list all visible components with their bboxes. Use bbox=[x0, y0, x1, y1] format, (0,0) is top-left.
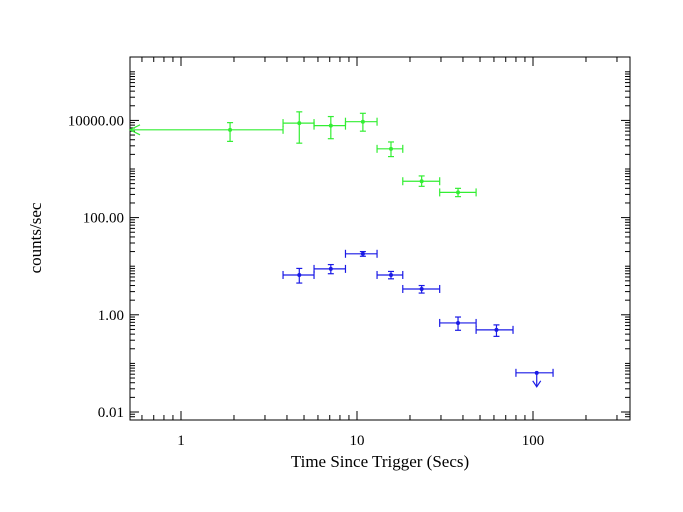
x-limit-arrow bbox=[128, 124, 141, 136]
y-tick-label: 1.00 bbox=[98, 308, 124, 324]
y-tick-label: 100.00 bbox=[83, 211, 124, 227]
y-tick-label: 0.01 bbox=[98, 405, 124, 421]
upper-limit-arrow bbox=[532, 380, 542, 388]
data-point bbox=[297, 272, 302, 277]
data-point bbox=[534, 370, 539, 375]
series-0 bbox=[128, 111, 477, 198]
y-axis-title: counts/sec bbox=[26, 202, 45, 273]
data-point bbox=[228, 127, 233, 132]
series-1 bbox=[282, 249, 554, 388]
x-axis-ticks: 1 10 100 bbox=[141, 57, 618, 449]
data-point bbox=[456, 320, 461, 325]
x-axis-title: Time Since Trigger (Secs) bbox=[291, 452, 469, 471]
y-tick-label: 10000.00 bbox=[68, 113, 124, 129]
y-axis-ticks: 0.01 1.00 100.00 10000.00 bbox=[68, 71, 630, 421]
data-point bbox=[419, 179, 424, 184]
data-point bbox=[360, 251, 365, 256]
x-tick-label: 1 bbox=[177, 433, 185, 449]
x-tick-label: 10 bbox=[350, 433, 365, 449]
data-point bbox=[328, 266, 333, 271]
series-layer bbox=[128, 111, 554, 388]
data-point bbox=[494, 327, 499, 332]
data-point bbox=[388, 146, 393, 151]
data-point bbox=[456, 190, 461, 195]
data-point bbox=[419, 286, 424, 291]
data-point bbox=[388, 272, 393, 277]
x-tick-label: 100 bbox=[522, 433, 545, 449]
data-point bbox=[328, 123, 333, 128]
plot-frame bbox=[129, 56, 631, 421]
data-point bbox=[360, 119, 365, 124]
data-point bbox=[297, 121, 302, 126]
